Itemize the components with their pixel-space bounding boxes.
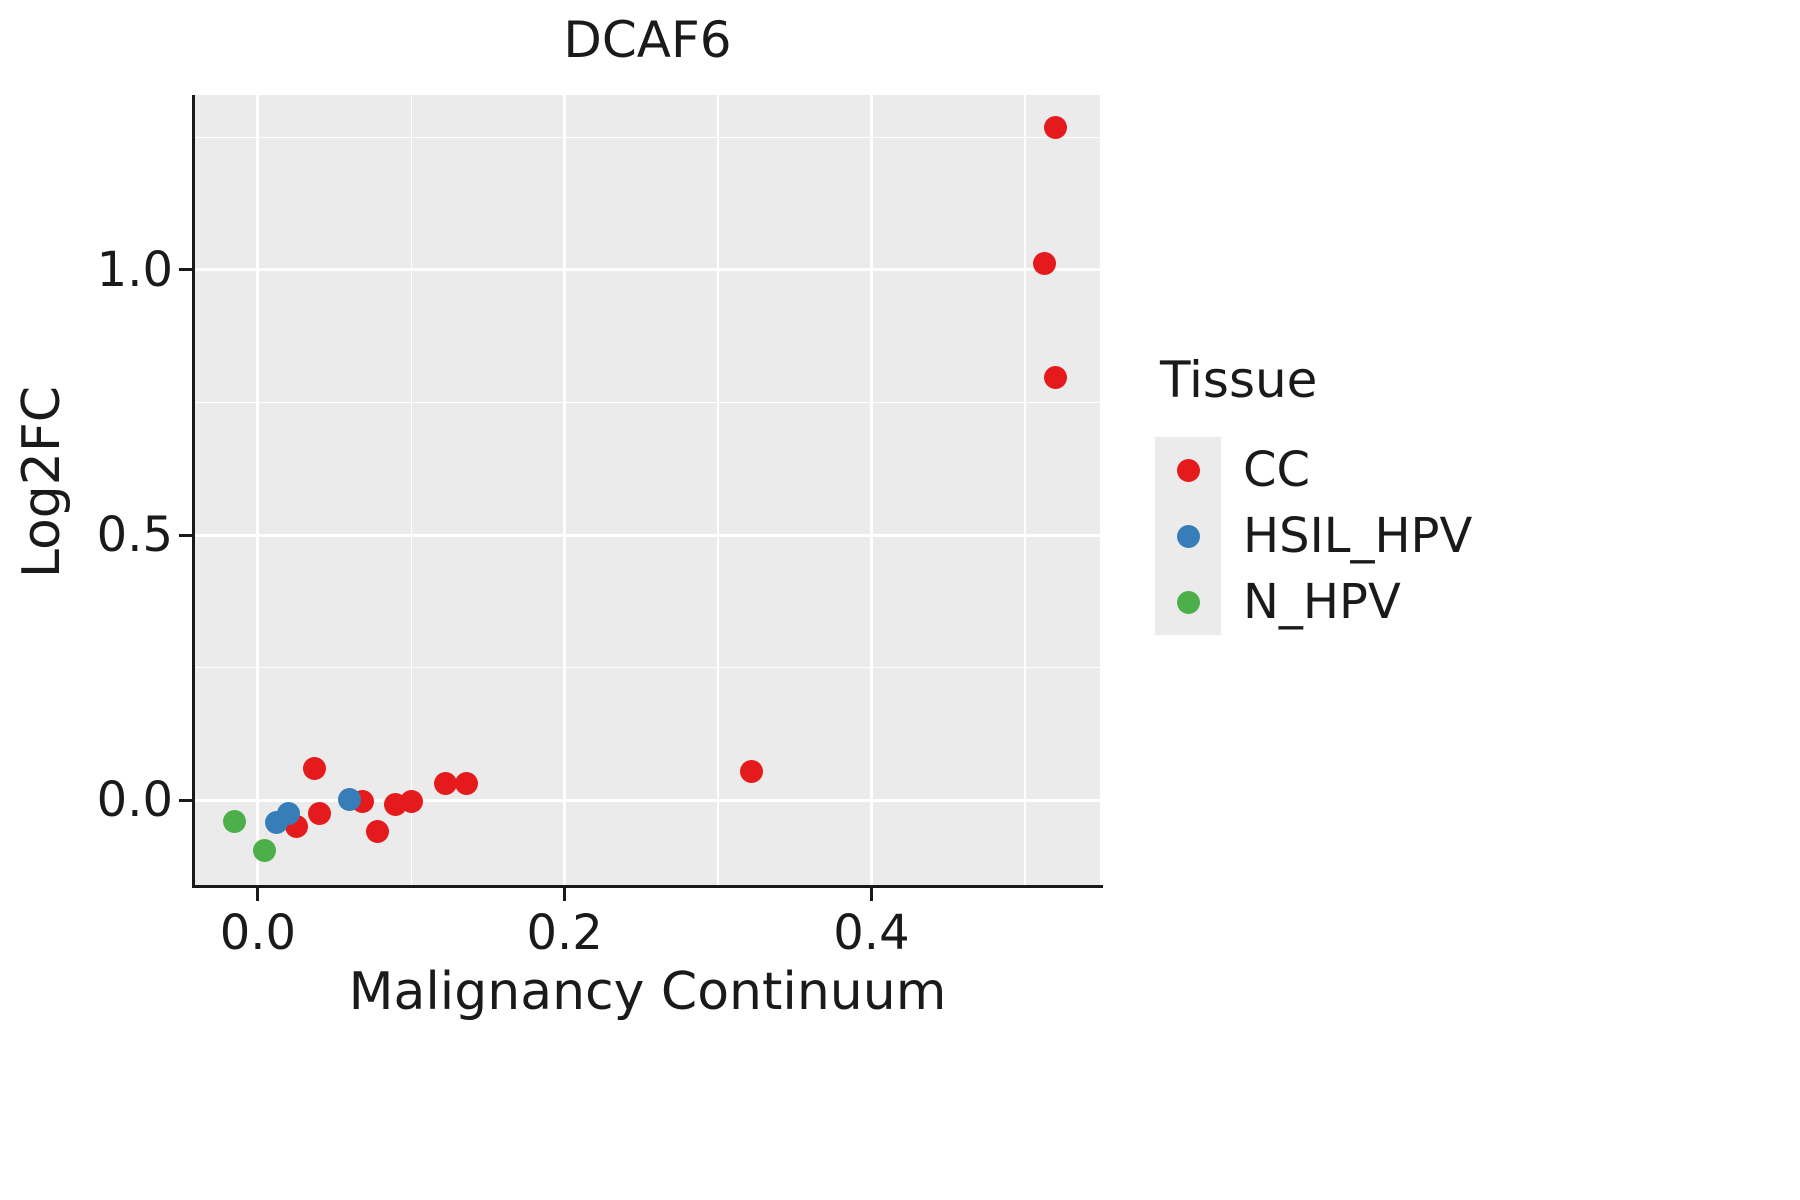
horizontal-gridline xyxy=(195,268,1100,272)
vertical-gridline xyxy=(869,95,873,885)
data-point-cc xyxy=(433,771,457,795)
legend-label-cc: CC xyxy=(1243,442,1311,498)
data-point-cc xyxy=(455,771,478,795)
vertical-gridline xyxy=(256,95,260,885)
x-tick-label: 0.0 xyxy=(219,905,297,961)
x-tick-label: 0.4 xyxy=(833,905,910,961)
legend: Tissue CC HSIL_HPV N_HPV xyxy=(1155,350,1472,635)
horizontal-gridline xyxy=(195,533,1100,537)
vertical-gridline xyxy=(717,95,719,885)
x-axis-label: Malignancy Continuum xyxy=(348,962,947,1022)
data-point-hsil_hpv xyxy=(338,787,362,811)
horizontal-gridline xyxy=(195,798,1100,802)
vertical-gridline xyxy=(563,95,567,885)
hsil-hpv-dot-icon xyxy=(1176,524,1200,548)
data-point-cc xyxy=(740,759,764,783)
data-point-cc xyxy=(366,820,390,844)
x-axis-line xyxy=(192,885,1103,888)
legend-item-hsil-hpv: HSIL_HPV xyxy=(1155,503,1472,569)
legend-item-n-hpv: N_HPV xyxy=(1155,569,1472,635)
horizontal-gridline xyxy=(195,666,1100,669)
legend-key xyxy=(1155,437,1221,503)
plot-panel xyxy=(195,95,1100,885)
n-hpv-dot-icon xyxy=(1176,590,1200,614)
x-tick-mark xyxy=(563,888,567,901)
legend-label-hsil-hpv: HSIL_HPV xyxy=(1243,508,1473,564)
data-point-cc xyxy=(399,789,423,813)
y-tick-mark xyxy=(179,533,192,537)
data-point-cc xyxy=(1033,252,1057,276)
data-point-cc xyxy=(303,756,327,780)
horizontal-gridline xyxy=(195,136,1100,139)
legend-label-n-hpv: N_HPV xyxy=(1243,574,1401,630)
y-tick-label: 1.0 xyxy=(96,241,173,298)
y-tick-mark xyxy=(179,798,192,802)
y-tick-mark xyxy=(179,268,192,272)
x-tick-mark xyxy=(256,888,260,901)
data-point-cc xyxy=(1044,116,1068,140)
y-axis-label: Log2FC xyxy=(12,385,72,579)
vertical-gridline xyxy=(1024,95,1026,885)
legend-title: Tissue xyxy=(1160,351,1318,409)
data-point-n_hpv xyxy=(252,839,276,863)
data-point-n_hpv xyxy=(223,809,247,833)
x-tick-label: 0.2 xyxy=(526,905,603,961)
y-tick-label: 0.0 xyxy=(96,772,173,829)
chart-title: DCAF6 xyxy=(563,11,732,69)
vertical-gridline xyxy=(410,95,413,885)
horizontal-gridline xyxy=(195,401,1100,404)
cc-dot-icon xyxy=(1176,458,1200,482)
x-tick-mark xyxy=(869,888,873,901)
legend-item-cc: CC xyxy=(1155,437,1472,503)
data-point-cc xyxy=(307,801,331,825)
y-axis-line xyxy=(192,95,195,888)
legend-key xyxy=(1155,569,1221,635)
data-point-cc xyxy=(1044,365,1068,389)
legend-key xyxy=(1155,503,1221,569)
data-point-hsil_hpv xyxy=(277,802,301,826)
